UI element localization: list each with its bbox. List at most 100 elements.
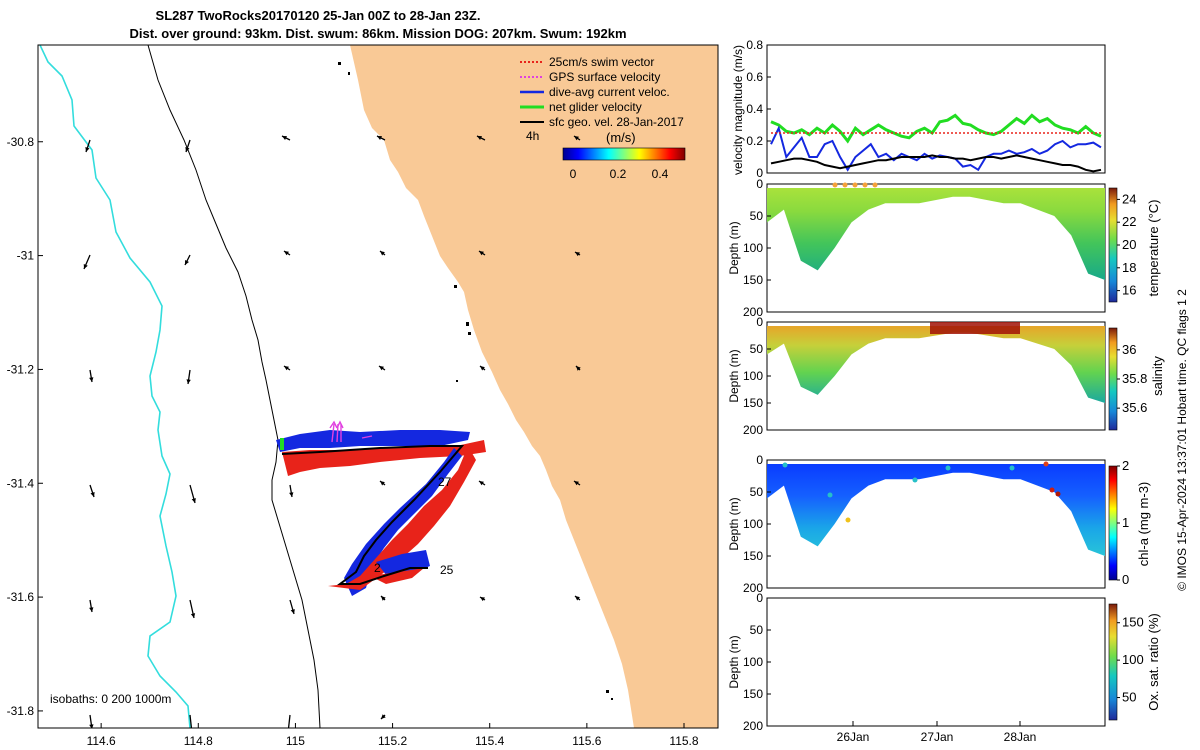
chla-hotspot xyxy=(1049,487,1055,493)
depth-tick-label: 50 xyxy=(750,209,764,223)
map-x-tick-label: 115.6 xyxy=(572,734,601,748)
chla-hotspot xyxy=(1009,465,1015,471)
geo-velocity-arrows xyxy=(83,135,581,733)
geo-velocity-arrowhead xyxy=(480,366,485,371)
swim-vector-band-south xyxy=(370,568,424,584)
islands xyxy=(338,62,613,700)
geo-velocity-arrowhead xyxy=(290,609,295,614)
legend-label-swim: 25cm/s swim vector xyxy=(549,55,654,69)
chla-y-ticks: 0 50 100 150 200 xyxy=(743,453,771,595)
geo-velocity-arrowhead xyxy=(377,136,382,140)
geo-velocity-arrowhead xyxy=(480,597,485,602)
geo-velocity-arrowhead xyxy=(575,252,580,257)
temperature-warm-point xyxy=(862,182,868,188)
oxygen-panel: 0 50 100 150 200 26Jan 27Jan 28Jan Depth (m) 5… xyxy=(727,591,1161,744)
temperature-surface-points xyxy=(832,182,878,188)
chla-hotspot xyxy=(845,517,851,523)
map-y-tick-label: -31.8 xyxy=(7,704,35,718)
geo-velocity-arrowhead xyxy=(576,366,581,371)
colorbar-tick-label: 50 xyxy=(1122,690,1136,705)
isobath-200m xyxy=(147,45,321,728)
geo-velocity-arrowhead xyxy=(574,136,579,141)
footer-credit: © IMOS 15-Apr-2024 13:37:01 Hobart time.… xyxy=(1175,289,1189,591)
salinity-field xyxy=(767,326,1105,403)
geo-velocity-arrowhead xyxy=(575,596,580,601)
depth-tick-label: 200 xyxy=(743,581,763,595)
time-tick-label: 28Jan xyxy=(1004,730,1037,744)
depth-tick-label: 0 xyxy=(756,177,763,191)
geo-velocity-arrowhead xyxy=(284,251,289,256)
depth-tick-label: 150 xyxy=(743,687,763,701)
colorbar-tick-label: 22 xyxy=(1122,214,1136,229)
geo-velocity-arrowhead xyxy=(186,379,191,384)
glider-path xyxy=(281,445,465,585)
depth-tick-label: 100 xyxy=(743,241,763,255)
speed-colorbar-tick-1: 0.2 xyxy=(610,167,627,181)
colorbar-tick-label: 24 xyxy=(1122,191,1136,206)
track-map: 27 25 2 114.6 114.8 115 115.2 115.4 115.6 115.… xyxy=(7,44,719,748)
temperature-warm-point xyxy=(832,182,838,188)
chla-field xyxy=(767,464,1105,556)
geo-velocity-arrowhead xyxy=(185,147,190,152)
velocity-y-tick-label: 0.8 xyxy=(746,38,763,52)
map-x-tick-label: 114.8 xyxy=(184,734,213,748)
colorbar-tick-label: 36 xyxy=(1122,342,1136,357)
net-glider-velocity-marker xyxy=(280,438,284,450)
legend-label-gps: GPS surface velocity xyxy=(549,70,660,84)
colorbar-tick-label: 2 xyxy=(1122,458,1129,473)
velocity-y-tick-label: 0.6 xyxy=(746,70,763,84)
chla-colorbar xyxy=(1108,465,1118,581)
day-labels: 27 25 2 xyxy=(374,475,454,577)
geo-velocity-arrowhead xyxy=(289,492,294,497)
oxygen-x-ticks: 26Jan 27Jan 28Jan xyxy=(837,721,1037,744)
oxygen-axes xyxy=(766,597,1106,727)
legend-label-net: net glider velocity xyxy=(549,100,642,114)
geo-velocity-arrowhead xyxy=(85,147,90,152)
temperature-colorbar-ticks: 16 18 20 22 24 xyxy=(1117,191,1136,298)
geo-velocity-arrowhead xyxy=(479,251,484,256)
chla-hotspot xyxy=(945,465,951,471)
velocity-y-ticks: 0 0.2 0.4 0.6 0.8 xyxy=(746,38,771,180)
depth-tick-label: 50 xyxy=(750,485,764,499)
velocity-series-geo_vel xyxy=(770,154,1102,173)
oxygen-colorbar xyxy=(1108,603,1118,721)
map-y-tick-label: -31.2 xyxy=(7,362,35,376)
temperature-warm-point xyxy=(852,182,858,188)
speed-colorbar xyxy=(562,147,686,161)
chla-colorbar-ticks: 0 1 2 xyxy=(1117,458,1129,587)
day-label-partial: 2 xyxy=(374,561,381,575)
chla-panel: 0 50 100 150 200 Depth (m) 0 1 2 chl-a (mg m-3… xyxy=(727,453,1151,595)
depth-tick-label: 150 xyxy=(743,273,763,287)
geo-velocity-arrowhead xyxy=(284,366,289,371)
map-x-ticks: 114.6 114.8 115 115.2 115.4 115.6 115.8 xyxy=(87,723,699,748)
geo-velocity-arrowhead xyxy=(379,366,384,371)
geo-velocity-arrowhead xyxy=(381,714,386,719)
title-line-1: SL287 TwoRocks20170120 25-Jan 00Z to 28-… xyxy=(156,8,481,23)
depth-tick-label: 0 xyxy=(756,591,763,605)
geo-velocity-arrowhead xyxy=(189,728,193,733)
geo-velocity-arrow xyxy=(189,714,193,728)
velocity-series-net_glider xyxy=(770,113,1102,144)
map-x-tick-label: 114.6 xyxy=(87,734,116,748)
depth-tick-label: 100 xyxy=(743,369,763,383)
map-y-tick-label: -31.4 xyxy=(7,476,35,490)
isobaths-label: isobaths: 0 200 1000m xyxy=(50,692,171,706)
salinity-colorbar xyxy=(1108,327,1118,431)
map-y-tick-label: -30.8 xyxy=(7,135,35,149)
chla-hotspot xyxy=(827,492,833,498)
map-x-tick-label: 115.2 xyxy=(378,734,407,748)
map-x-tick-label: 115.8 xyxy=(669,734,698,748)
oxygen-y-ticks: 0 50 100 150 200 xyxy=(743,591,771,733)
salinity-panel: 0 50 100 150 200 Depth (m) 35.6 35.8 36 salini… xyxy=(727,315,1165,437)
salinity-high-patch xyxy=(930,322,1020,334)
geo-velocity-arrowhead xyxy=(89,377,94,382)
depth-tick-label: 0 xyxy=(756,453,763,467)
geo-velocity-arrowhead xyxy=(479,481,484,486)
geo-velocity-arrowhead xyxy=(381,596,386,601)
colorbar-tick-label: 16 xyxy=(1122,283,1136,298)
day-label-27: 27 xyxy=(438,475,452,489)
time-tick-label: 27Jan xyxy=(921,730,954,744)
map-x-tick-label: 115 xyxy=(286,734,305,748)
velocity-y-tick-label: 0 xyxy=(756,166,763,180)
depth-tick-label: 200 xyxy=(743,719,763,733)
